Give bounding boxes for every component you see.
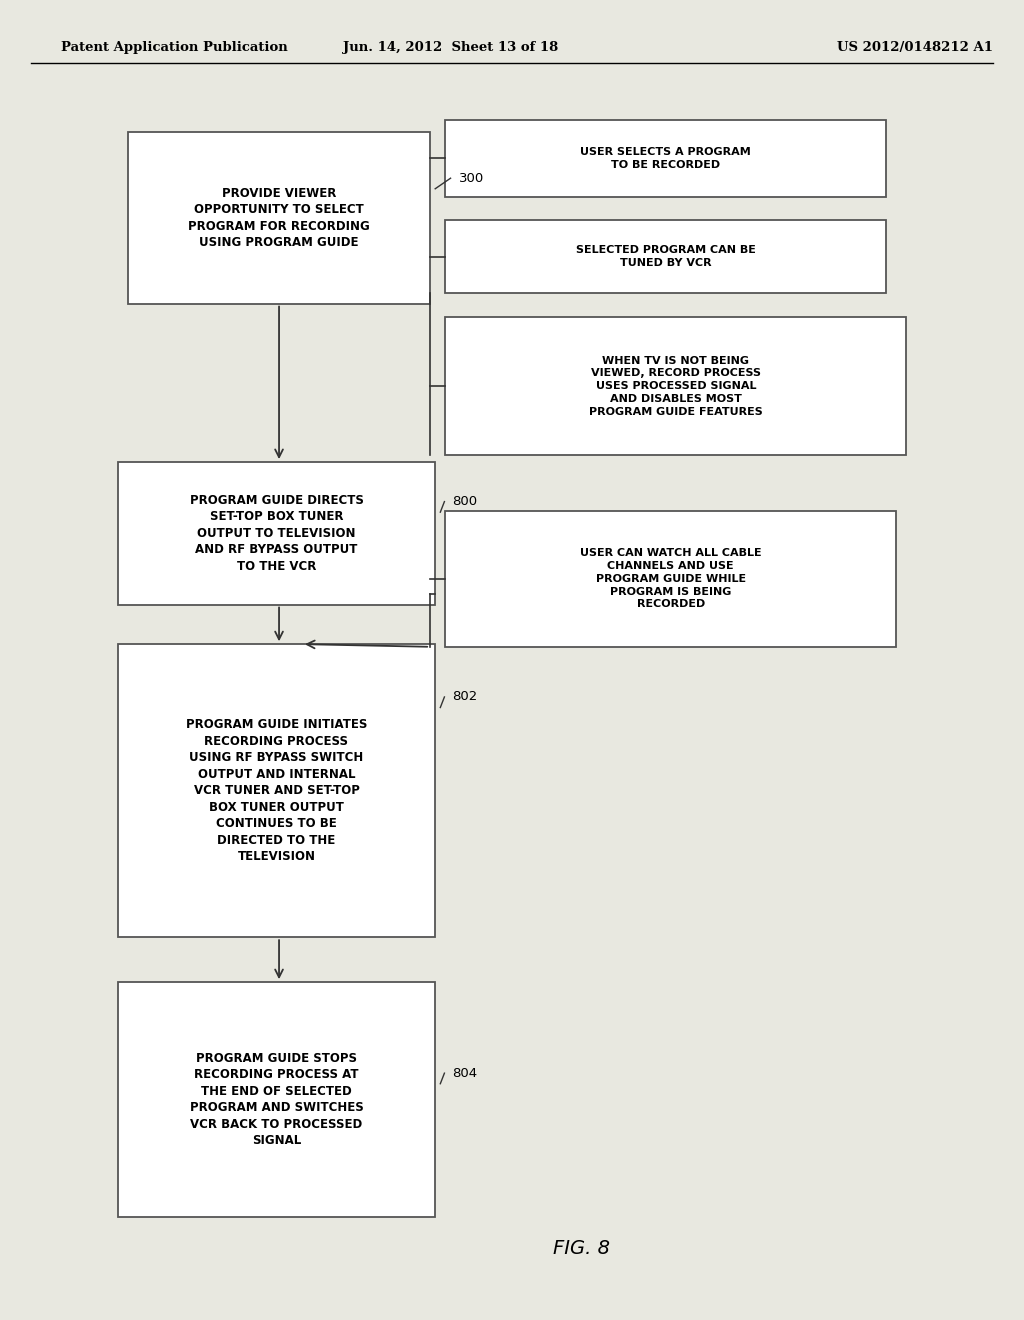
Text: 804: 804 — [453, 1067, 478, 1080]
Bar — [118, 982, 435, 1217]
Text: 802: 802 — [453, 690, 478, 704]
Bar — [445, 317, 906, 455]
Text: PROGRAM GUIDE DIRECTS
SET-TOP BOX TUNER
OUTPUT TO TELEVISION
AND RF BYPASS OUTPU: PROGRAM GUIDE DIRECTS SET-TOP BOX TUNER … — [189, 494, 364, 573]
Text: Patent Application Publication: Patent Application Publication — [61, 41, 288, 54]
Bar — [445, 120, 886, 197]
Text: USER SELECTS A PROGRAM
TO BE RECORDED: USER SELECTS A PROGRAM TO BE RECORDED — [581, 147, 751, 170]
Text: US 2012/0148212 A1: US 2012/0148212 A1 — [838, 41, 993, 54]
Text: PROVIDE VIEWER
OPPORTUNITY TO SELECT
PROGRAM FOR RECORDING
USING PROGRAM GUIDE: PROVIDE VIEWER OPPORTUNITY TO SELECT PRO… — [188, 186, 370, 249]
Bar — [445, 511, 896, 647]
Bar — [118, 644, 435, 937]
Text: Jun. 14, 2012  Sheet 13 of 18: Jun. 14, 2012 Sheet 13 of 18 — [343, 41, 558, 54]
Text: USER CAN WATCH ALL CABLE
CHANNELS AND USE
PROGRAM GUIDE WHILE
PROGRAM IS BEING
R: USER CAN WATCH ALL CABLE CHANNELS AND US… — [580, 548, 762, 610]
Text: PROGRAM GUIDE INITIATES
RECORDING PROCESS
USING RF BYPASS SWITCH
OUTPUT AND INTE: PROGRAM GUIDE INITIATES RECORDING PROCES… — [185, 718, 368, 863]
Text: 300: 300 — [459, 172, 484, 185]
Text: FIG. 8: FIG. 8 — [553, 1239, 610, 1258]
Text: WHEN TV IS NOT BEING
VIEWED, RECORD PROCESS
USES PROCESSED SIGNAL
AND DISABLES M: WHEN TV IS NOT BEING VIEWED, RECORD PROC… — [589, 355, 763, 417]
Text: PROGRAM GUIDE STOPS
RECORDING PROCESS AT
THE END OF SELECTED
PROGRAM AND SWITCHE: PROGRAM GUIDE STOPS RECORDING PROCESS AT… — [189, 1052, 364, 1147]
Bar — [128, 132, 430, 304]
Text: SELECTED PROGRAM CAN BE
TUNED BY VCR: SELECTED PROGRAM CAN BE TUNED BY VCR — [575, 246, 756, 268]
Bar — [445, 220, 886, 293]
Text: 800: 800 — [453, 495, 478, 508]
Bar — [118, 462, 435, 605]
